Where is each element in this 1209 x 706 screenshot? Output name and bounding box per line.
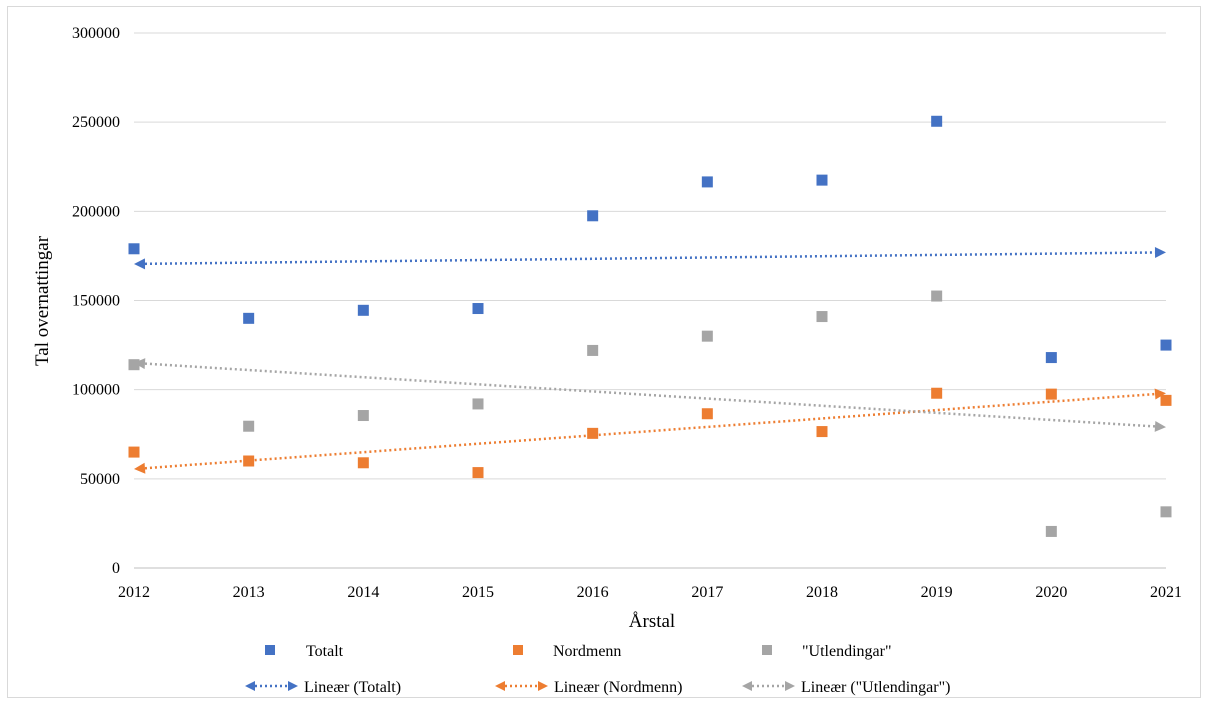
y-tick-label-250000: 250000: [72, 114, 120, 131]
trendline-1: [134, 388, 1166, 474]
point-series2-2018: [816, 311, 828, 323]
point-series1-2013: [243, 455, 255, 467]
point-series0-2016: [587, 210, 599, 222]
x-axis-title: Årstal: [629, 611, 675, 632]
point-series1-2020: [1045, 388, 1057, 400]
legend: Totalt Nordmenn "Utlendingar" Lineær (To…: [245, 643, 950, 696]
y-tick-label-150000: 150000: [72, 293, 120, 310]
x-tick-label-2018: 2018: [806, 584, 838, 601]
x-tick-label-2013: 2013: [233, 584, 265, 601]
legend-marker-linear-utlendingar: [742, 681, 795, 691]
legend-label-linear-utlendingar: Lineær ("Utlendingar"): [801, 679, 950, 696]
y-tick-label-200000: 200000: [72, 203, 120, 220]
point-series2-2015: [472, 398, 484, 410]
point-series1-2015: [472, 467, 484, 479]
point-series1-2019: [931, 387, 943, 399]
chart-area: [7, 6, 1201, 698]
x-tick-label-2017: 2017: [691, 584, 723, 601]
gridlines: [134, 32, 1166, 569]
legend-label-linear-nordmenn: Lineær (Nordmenn): [554, 679, 682, 696]
x-tick-label-2014: 2014: [347, 584, 379, 601]
point-series2-2013: [243, 420, 255, 432]
point-series0-2015: [472, 303, 484, 315]
y-tick-label-50000: 50000: [80, 471, 120, 488]
point-series1-2021: [1160, 394, 1172, 406]
y-axis-tick-labels: 0 50000 100000 150000 200000 250000 300000: [72, 25, 120, 577]
y-tick-label-300000: 300000: [72, 25, 120, 42]
point-series2-2020: [1045, 525, 1057, 537]
point-series1-2014: [357, 457, 369, 469]
legend-marker-totalt: [265, 645, 275, 655]
point-series2-2019: [931, 290, 943, 302]
legend-label-utlendingar: "Utlendingar": [802, 643, 891, 660]
point-series0-2014: [357, 304, 369, 316]
x-tick-label-2012: 2012: [118, 584, 150, 601]
legend-marker-linear-totalt: [245, 681, 298, 691]
point-series0-2018: [816, 174, 828, 186]
x-tick-label-2021: 2021: [1150, 584, 1182, 601]
point-series1-2017: [701, 408, 713, 420]
trendline-0: [134, 246, 1166, 270]
y-tick-label-0: 0: [112, 560, 120, 577]
x-tick-label-2016: 2016: [577, 584, 609, 601]
legend-marker-utlendingar: [762, 645, 772, 655]
point-series0-2013: [243, 312, 255, 324]
legend-label-nordmenn: Nordmenn: [553, 643, 621, 660]
point-series2-2017: [701, 330, 713, 342]
legend-marker-nordmenn: [513, 645, 523, 655]
data-points: [128, 115, 1172, 537]
point-series2-2021: [1160, 506, 1172, 518]
point-series2-2014: [357, 410, 369, 422]
legend-label-linear-totalt: Lineær (Totalt): [304, 679, 401, 696]
point-series1-2016: [587, 427, 599, 439]
point-series0-2019: [931, 115, 943, 127]
point-series0-2012: [128, 243, 140, 255]
point-series2-2016: [587, 344, 599, 356]
x-tick-label-2015: 2015: [462, 584, 494, 601]
point-series0-2017: [701, 176, 713, 188]
x-axis-tick-labels: 2012 2013 2014 2015 2016 2017 2018 2019 2020 2021: [118, 584, 1182, 601]
point-series0-2020: [1045, 352, 1057, 364]
point-series1-2012: [128, 446, 140, 458]
point-series2-2012: [128, 359, 140, 371]
x-tick-label-2019: 2019: [921, 584, 953, 601]
y-axis-title: Tal overnattingar: [32, 235, 53, 366]
trendlines: [134, 246, 1166, 474]
legend-marker-linear-nordmenn: [495, 681, 548, 691]
y-tick-label-100000: 100000: [72, 382, 120, 399]
point-series0-2021: [1160, 339, 1172, 351]
legend-label-totalt: Totalt: [306, 643, 344, 660]
trendline-2: [134, 358, 1166, 432]
x-tick-label-2020: 2020: [1035, 584, 1067, 601]
point-series1-2018: [816, 426, 828, 438]
